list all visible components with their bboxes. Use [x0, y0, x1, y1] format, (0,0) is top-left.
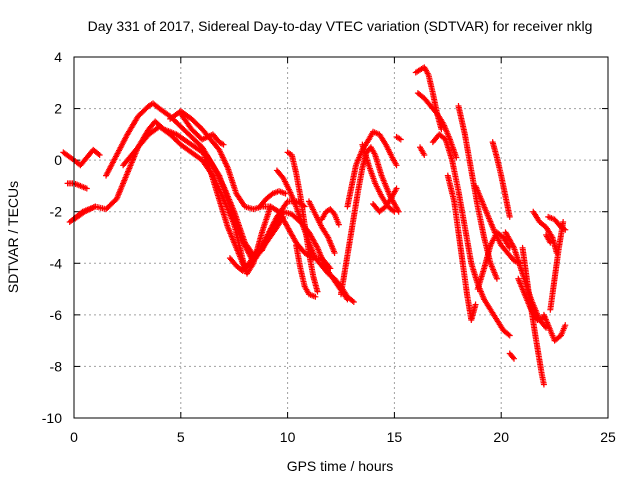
- axis-ticks: -10 -8 -6 -4 -2 0 2 4 0 5 10 15 20 25: [42, 49, 616, 445]
- data-point: [453, 154, 460, 161]
- data-point: [393, 162, 400, 169]
- data-point: [252, 249, 259, 256]
- data-point: [96, 151, 103, 158]
- data-point: [562, 322, 569, 329]
- x-tick-label: 15: [387, 429, 403, 445]
- y-tick-label: 4: [54, 49, 62, 65]
- data-point: [540, 381, 547, 388]
- data-point: [421, 151, 428, 158]
- y-tick-label: -8: [50, 358, 63, 374]
- data-point: [506, 213, 513, 220]
- x-tick-label: 20: [493, 429, 509, 445]
- data-point: [330, 210, 337, 217]
- data-points: [60, 64, 569, 388]
- data-point: [350, 298, 357, 305]
- data-point: [397, 136, 404, 143]
- data-point: [547, 239, 554, 246]
- y-tick-label: -2: [50, 204, 63, 220]
- y-axis-label: SDTVAR / TECUs: [5, 181, 21, 293]
- y-tick-label: 2: [54, 101, 62, 117]
- data-point: [393, 185, 400, 192]
- y-tick-label: -10: [42, 410, 62, 426]
- data-point: [95, 150, 102, 157]
- data-point: [335, 221, 342, 228]
- data-point: [390, 207, 397, 214]
- data-point: [314, 288, 321, 295]
- data-point: [331, 249, 338, 256]
- x-tick-label: 10: [280, 429, 296, 445]
- data-point: [472, 301, 479, 308]
- data-point: [509, 354, 516, 361]
- data-point: [327, 265, 334, 272]
- data-point: [560, 219, 567, 226]
- chart-title: Day 331 of 2017, Sidereal Day-to-day VTE…: [88, 18, 593, 34]
- data-point: [220, 141, 227, 148]
- y-tick-label: -6: [50, 307, 63, 323]
- y-tick-label: -4: [50, 255, 63, 271]
- data-point: [267, 203, 274, 210]
- data-point: [349, 297, 356, 304]
- data-point: [92, 203, 99, 210]
- plot-frame: [73, 56, 609, 419]
- data-point: [511, 355, 518, 362]
- data-point: [83, 185, 90, 192]
- x-tick-label: 0: [70, 429, 78, 445]
- data-point: [493, 275, 500, 282]
- data-point: [391, 208, 398, 215]
- x-tick-label: 25: [600, 429, 616, 445]
- y-tick-label: 0: [54, 152, 62, 168]
- data-point: [505, 331, 512, 338]
- data-point: [312, 293, 319, 300]
- data-point: [506, 332, 513, 339]
- grid: [74, 57, 608, 418]
- data-point: [282, 190, 289, 197]
- x-tick-label: 5: [177, 429, 185, 445]
- data-point: [562, 226, 569, 233]
- x-axis-label: GPS time / hours: [287, 458, 394, 474]
- data-point: [326, 264, 333, 271]
